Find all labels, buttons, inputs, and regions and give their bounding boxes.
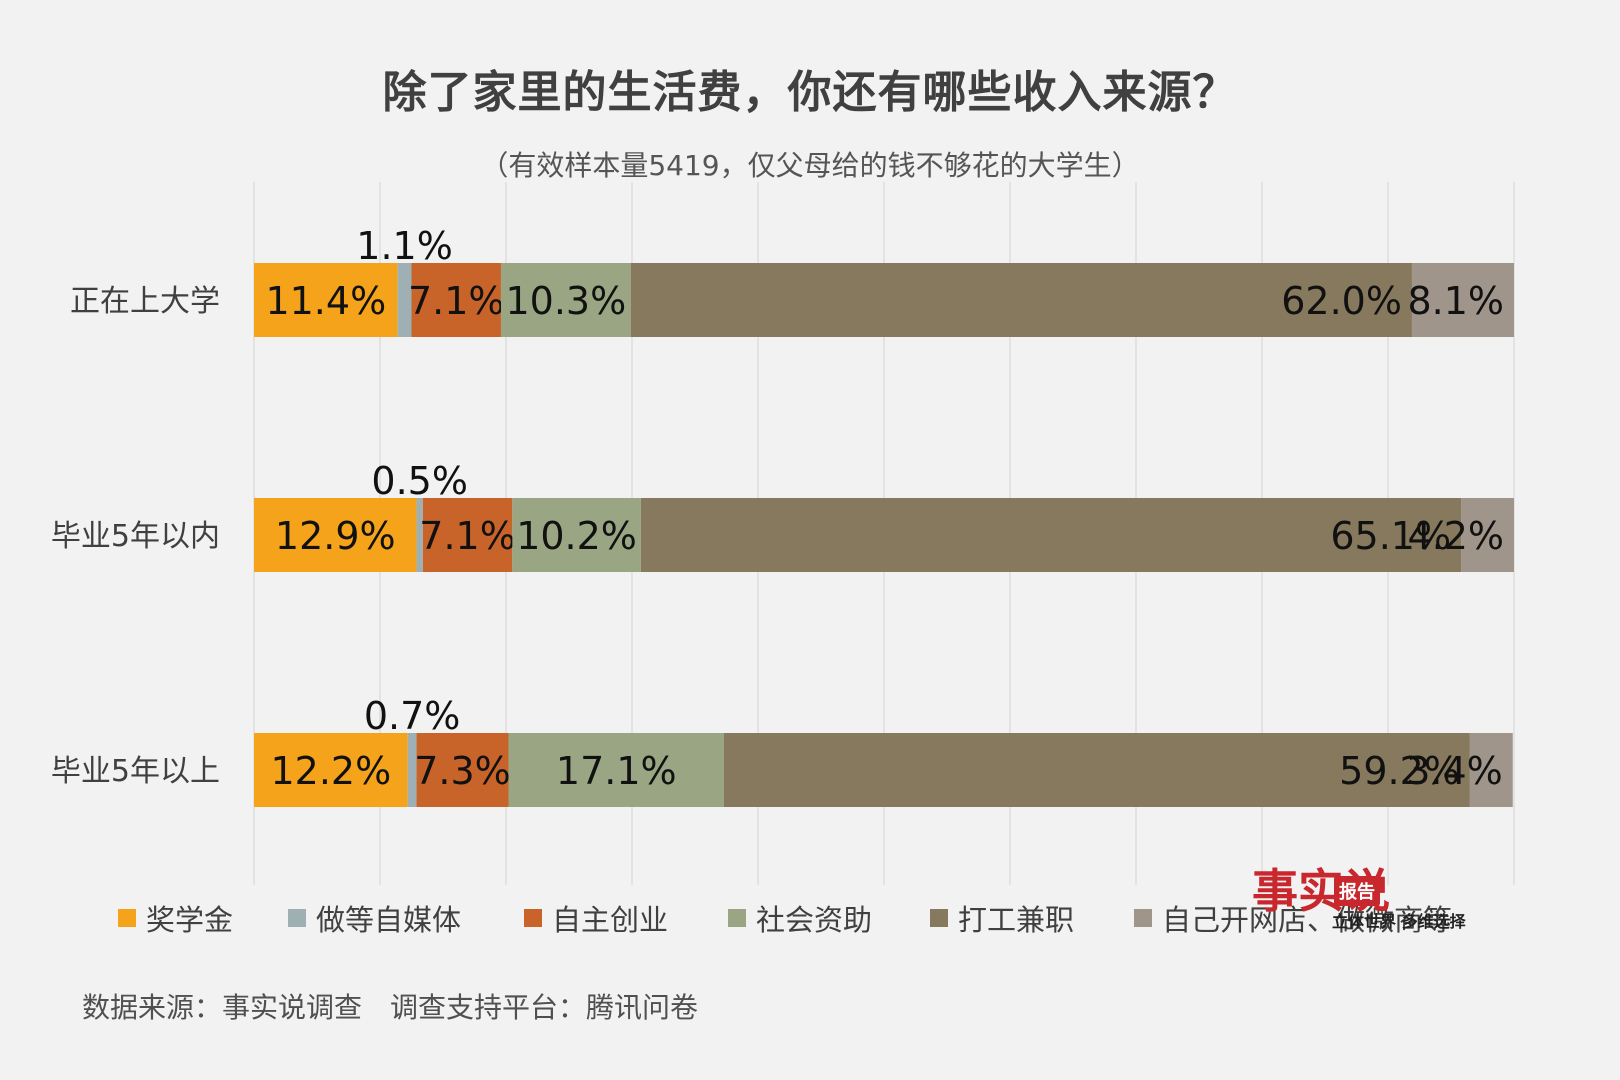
- legend-label: 做等自媒体: [316, 903, 461, 937]
- data-label: 10.3%: [505, 279, 626, 323]
- data-label: 0.7%: [364, 694, 461, 738]
- legend-label: 自己开网店、做微商等: [1162, 903, 1452, 937]
- legend-swatch: [524, 909, 542, 927]
- data-label: 4.2%: [1407, 514, 1504, 558]
- category-label: 正在上大学: [70, 284, 220, 319]
- bar-segment: [512, 498, 641, 572]
- data-label: 12.2%: [271, 749, 392, 793]
- data-label: 7.3%: [414, 749, 511, 793]
- legend-swatch: [930, 909, 948, 927]
- bar-segment: [1411, 263, 1514, 337]
- data-label: 59.2%: [1339, 749, 1460, 793]
- bar-segment: [1461, 498, 1514, 572]
- bar-segment: [416, 733, 509, 807]
- data-label: 11.4%: [265, 279, 386, 323]
- bar-segment: [640, 498, 1462, 572]
- data-label: 7.1%: [419, 514, 516, 558]
- logo-tagline: 立体世界 多维选择: [1332, 912, 1466, 931]
- legend-label: 社会资助: [756, 903, 872, 937]
- legend-swatch: [288, 909, 306, 927]
- bar-segment: [254, 263, 398, 337]
- data-label: 8.1%: [1407, 279, 1504, 323]
- data-label: 10.2%: [516, 514, 637, 558]
- legend-label: 奖学金: [146, 903, 233, 937]
- chart-subtitle: （有效样本量5419，仅父母给的钱不够花的大学生）: [480, 149, 1140, 182]
- data-label: 3.4%: [1406, 749, 1503, 793]
- bar-segment: [416, 498, 423, 572]
- legend-swatch: [118, 909, 136, 927]
- logo-badge: 报告: [1334, 876, 1380, 906]
- bar-segment: [723, 733, 1470, 807]
- category-label: 毕业5年以内: [51, 519, 220, 554]
- data-label: 0.5%: [371, 459, 468, 503]
- data-label: 7.1%: [408, 279, 505, 323]
- legend-label: 打工兼职: [958, 903, 1074, 937]
- data-label: 62.0%: [1281, 279, 1402, 323]
- data-label: 65.1%: [1330, 514, 1451, 558]
- bar-segment: [422, 498, 513, 572]
- legend-swatch: [1134, 909, 1152, 927]
- chart-title: 除了家里的生活费，你还有哪些收入来源？: [382, 67, 1238, 118]
- legend-label: 自主创业: [552, 903, 668, 937]
- data-source-note: 数据来源：事实说调查 调查支持平台：腾讯问卷: [82, 991, 699, 1024]
- legend-swatch: [728, 909, 746, 927]
- bar-segment: [397, 263, 412, 337]
- bar-segment: [411, 263, 501, 337]
- bar-segment: [630, 263, 1412, 337]
- bar-segment: [254, 498, 417, 572]
- bar-segment: [500, 263, 631, 337]
- bar-segment: [254, 733, 408, 807]
- bar-segment: [508, 733, 724, 807]
- brand-logo: 事实说 报告 立体世界 多维选择: [1252, 868, 1502, 978]
- bar-segment: [1469, 733, 1513, 807]
- bar-segment: [407, 733, 417, 807]
- category-label: 毕业5年以上: [51, 754, 220, 789]
- data-label: 1.1%: [356, 224, 453, 268]
- data-label: 12.9%: [275, 514, 396, 558]
- data-label: 17.1%: [556, 749, 677, 793]
